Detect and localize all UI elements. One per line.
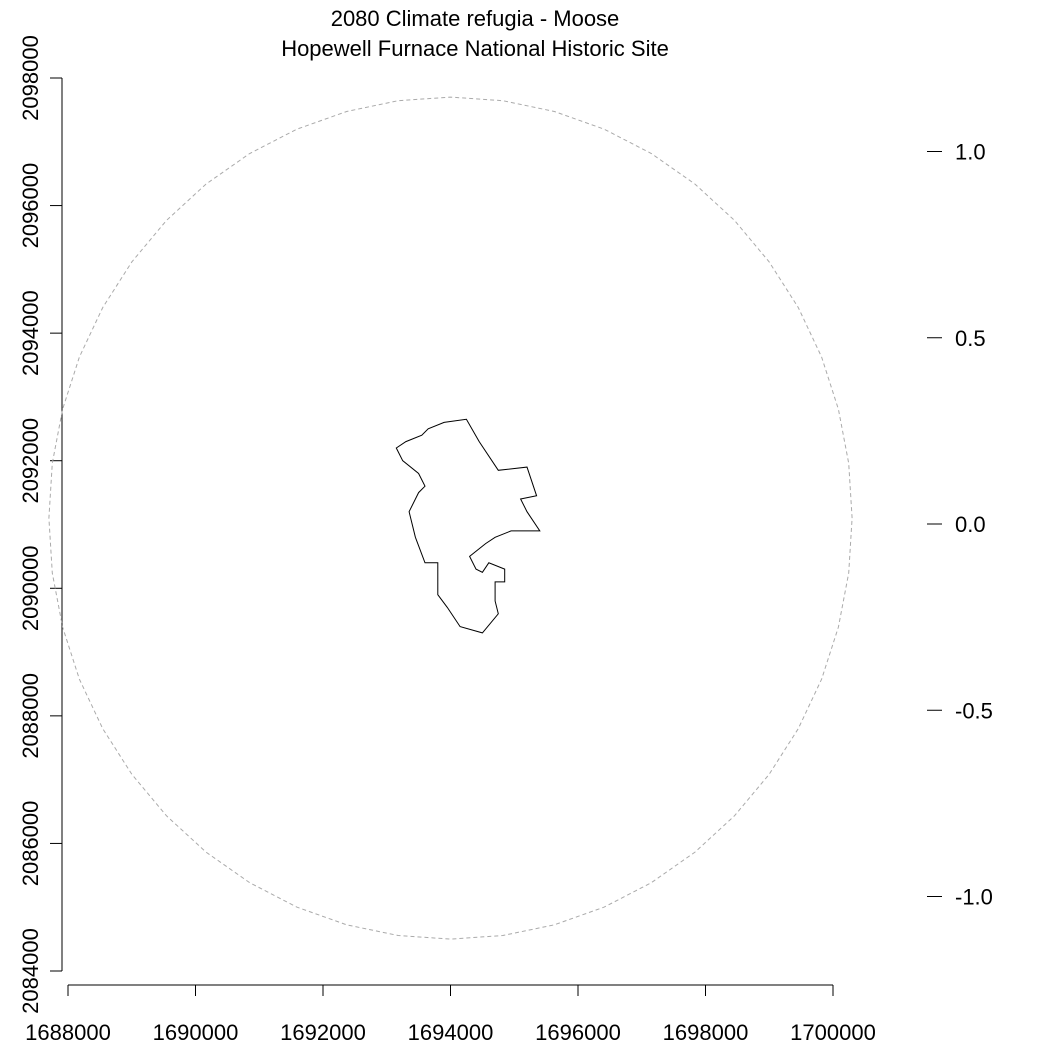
y-tick-label: 2094000 — [18, 290, 43, 376]
y-tick-label: 2086000 — [18, 801, 43, 887]
x-tick-label: 1690000 — [153, 1020, 239, 1045]
x-tick-label: 1698000 — [663, 1020, 749, 1045]
x-tick-label: 1688000 — [25, 1020, 111, 1045]
y-axis: 2084000 2086000 2088000 2090000 2092000 20940… — [18, 35, 63, 1014]
y-tick-label: 2096000 — [18, 163, 43, 249]
x-tick-label: 1692000 — [280, 1020, 366, 1045]
y-tick-label: 2090000 — [18, 545, 43, 631]
legend-scale-axis: 1.0 0.5 0.0 -0.5 -1.0 — [927, 140, 993, 910]
x-tick-label: 1700000 — [790, 1020, 876, 1045]
y-tick-label: 2098000 — [18, 35, 43, 121]
scale-tick-label: -0.5 — [955, 698, 993, 723]
park-boundary — [395, 418, 541, 634]
buffer-boundary — [48, 96, 853, 940]
y-tick-label: 2092000 — [18, 418, 43, 504]
y-tick-label: 2084000 — [18, 928, 43, 1014]
x-tick-label: 1696000 — [535, 1020, 621, 1045]
map-subtitle: Hopewell Furnace National Historic Site — [281, 36, 669, 61]
x-tick-label: 1694000 — [408, 1020, 494, 1045]
x-axis: 1688000 1690000 1692000 1694000 1696000 16980… — [25, 984, 876, 1045]
map-title: 2080 Climate refugia - Moose — [331, 6, 620, 31]
scale-tick-label: 0.0 — [955, 512, 986, 537]
scale-tick-label: -1.0 — [955, 885, 993, 910]
scale-tick-label: 1.0 — [955, 140, 986, 165]
scale-tick-label: 0.5 — [955, 326, 986, 351]
y-tick-label: 2088000 — [18, 673, 43, 759]
